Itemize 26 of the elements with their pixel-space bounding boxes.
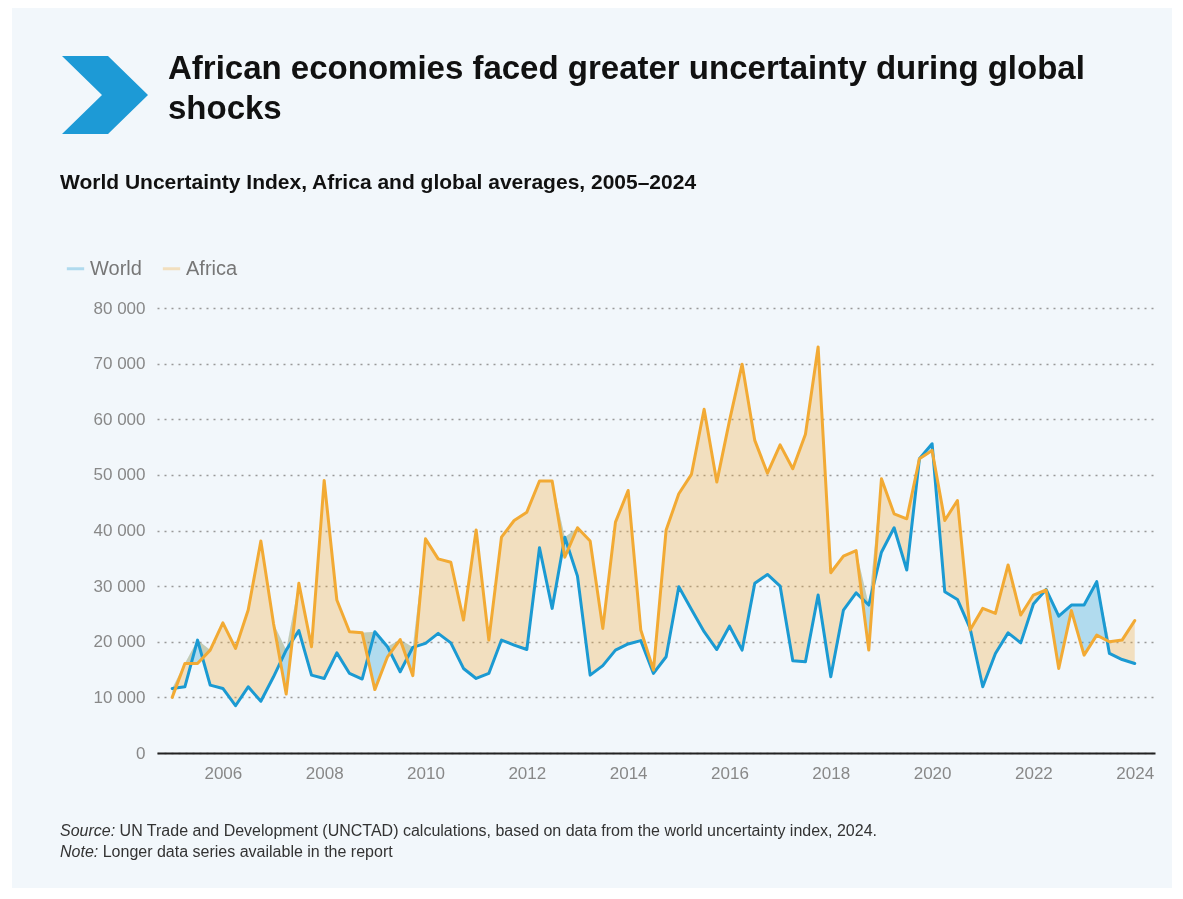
x-tick-label: 2014 [609, 763, 648, 783]
chart-title: African economies faced greater uncertainty during global shocks [168, 48, 1086, 128]
source-note: Source: UN Trade and Development (UNCTAD) calculations, based on data from the world uncertainty index, 2024. [60, 821, 878, 841]
y-tick-label: 40 000 [93, 521, 146, 540]
legend-label: Africa [186, 256, 238, 279]
y-tick-label: 30 000 [93, 576, 146, 596]
y-tick-label: 60 000 [93, 409, 146, 429]
y-tick-label: 80 000 [93, 298, 146, 318]
line-series [170, 442, 1137, 708]
y-tick-label: 50 000 [93, 465, 146, 485]
text: Note: Longer data series available in the report [60, 842, 394, 862]
x-tick-label: 2006 [204, 763, 243, 783]
chart-subtitle: World Uncertainty Index, Africa and global averages, 2005–2024 [60, 170, 697, 194]
x-tick-label: 2010 [407, 763, 445, 783]
y-tick-label: 0 [136, 743, 146, 763]
x-tick-label: 2024 [1116, 763, 1155, 783]
y-tick-label: 70 000 [93, 354, 146, 374]
x-tick-label: 2008 [305, 763, 344, 783]
y-tick-label: 20 000 [93, 632, 146, 652]
x-tick-label: 2020 [913, 763, 952, 783]
x-tick-label: 2016 [711, 763, 749, 783]
x-tick-label: 2022 [1015, 763, 1053, 783]
x-tick-label: 2018 [812, 763, 851, 783]
y-tick-label: 10 000 [93, 687, 146, 707]
x-tick-label: 2012 [508, 763, 547, 783]
legend-label: World [90, 256, 142, 279]
